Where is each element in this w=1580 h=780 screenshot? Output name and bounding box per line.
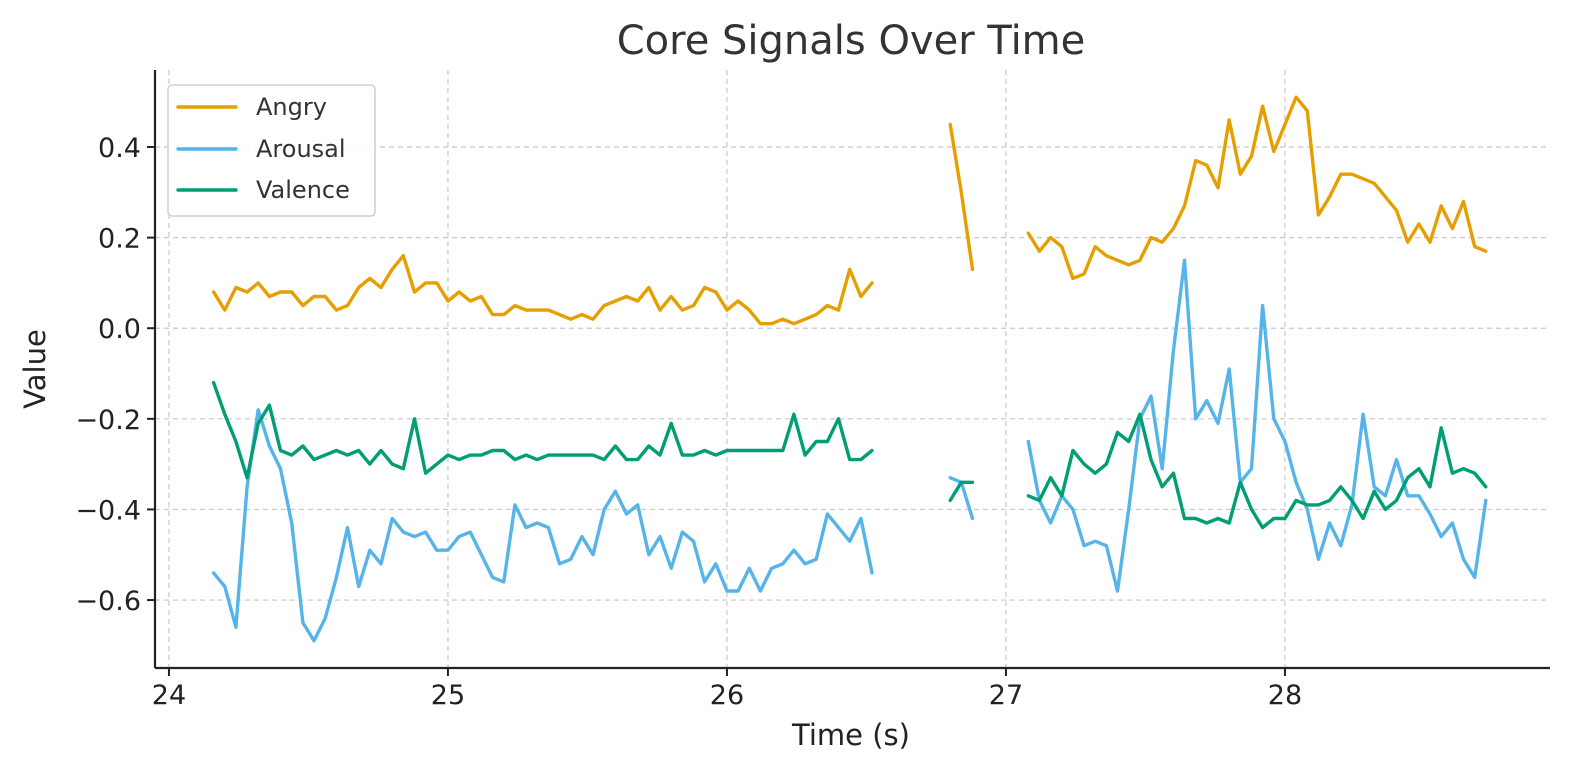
series-line-angry	[948, 122, 975, 271]
x-tick-label: 26	[710, 680, 744, 711]
y-axis-label: Value	[18, 329, 52, 409]
y-tick-label: −0.6	[75, 586, 141, 617]
x-axis-label: Time (s)	[791, 718, 910, 752]
series-line-angry	[211, 253, 874, 326]
y-tick-label: 0.2	[98, 224, 141, 255]
y-tick-label: −0.2	[75, 405, 141, 436]
series-line-valence	[948, 480, 975, 503]
legend: Angry Arousal Valence	[167, 84, 376, 217]
y-gridlines	[155, 146, 1550, 601]
series-line-valence	[211, 380, 874, 480]
legend-label-arousal: Arousal	[256, 135, 346, 163]
series-line-arousal	[1026, 258, 1488, 593]
legend-label-angry: Angry	[256, 93, 327, 121]
series-angry	[211, 95, 1488, 326]
legend-frame	[167, 84, 376, 217]
series-line-arousal	[211, 408, 874, 643]
series-layer	[211, 95, 1488, 643]
chart-title: Core Signals Over Time	[617, 18, 1086, 64]
y-axis-ticks: 0.4 0.2 0.0 −0.2 −0.4 −0.6	[75, 133, 155, 617]
x-tick-label: 25	[431, 680, 465, 711]
y-tick-label: 0.4	[98, 133, 141, 164]
legend-label-valence: Valence	[256, 176, 350, 204]
x-tick-label: 28	[1268, 680, 1302, 711]
x-tick-label: 27	[989, 680, 1023, 711]
series-line-angry	[1026, 95, 1488, 281]
series-line-valence	[1026, 412, 1488, 530]
x-tick-label: 24	[152, 680, 186, 711]
y-tick-label: 0.0	[98, 314, 141, 345]
y-tick-label: −0.4	[75, 495, 141, 526]
x-axis-ticks: 24 25 26 27 28	[152, 668, 1302, 711]
series-valence	[211, 380, 1488, 530]
